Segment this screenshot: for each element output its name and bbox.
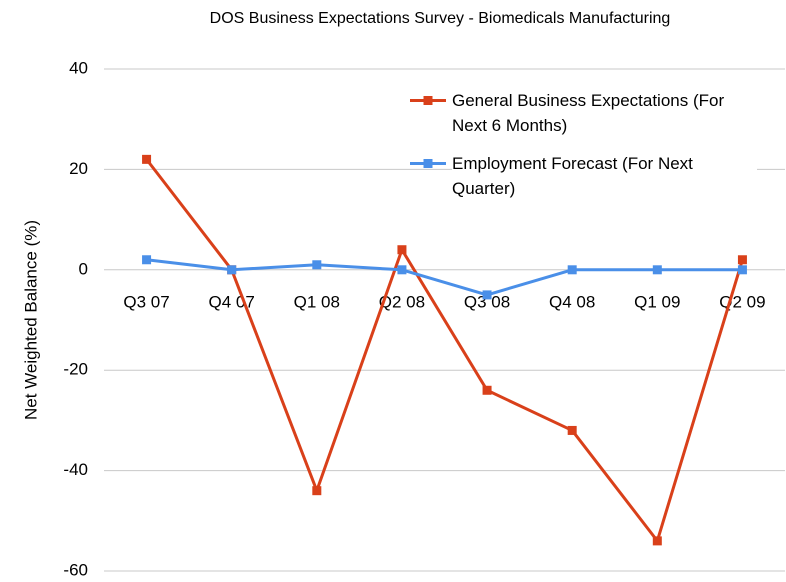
point-marker (312, 260, 322, 270)
x-tick-label: Q3 07 (123, 292, 169, 311)
y-tick-label: 20 (69, 159, 88, 178)
y-tick-label: -40 (63, 460, 88, 479)
point-marker (737, 265, 747, 275)
x-tick-label: Q2 08 (379, 292, 425, 311)
x-tick-label: Q3 08 (464, 292, 510, 311)
y-axis-label: Net Weighted Balance (%) (21, 220, 40, 420)
y-tick-label: -20 (63, 360, 88, 379)
series-line (145, 158, 744, 543)
point-marker (482, 385, 492, 395)
point-marker (652, 536, 662, 546)
point-marker (482, 290, 492, 300)
x-tick-label: Q4 08 (549, 292, 595, 311)
legend-marker (423, 159, 433, 168)
point-marker (142, 255, 152, 265)
point-marker (312, 486, 322, 496)
point-marker (397, 265, 407, 275)
legend-label: Employment Forecast (For Next Quarter) (452, 151, 757, 201)
point-marker (397, 245, 407, 255)
point-marker (142, 154, 152, 164)
x-tick-label: Q1 09 (634, 292, 680, 311)
point-marker (737, 255, 747, 265)
x-tick-label: Q1 08 (294, 292, 340, 311)
point-marker (567, 425, 577, 435)
point-marker (567, 265, 577, 275)
legend-marker (423, 96, 433, 105)
y-tick-label: -60 (63, 560, 88, 579)
point-marker (652, 265, 662, 275)
legend-label: General Business Expectations (For Next … (452, 88, 757, 138)
chart-title: DOS Business Expectations Survey - Biome… (210, 10, 671, 27)
y-tick-label: 40 (69, 58, 88, 77)
y-tick-label: 0 (79, 259, 88, 278)
series-line (146, 258, 743, 297)
point-marker (227, 265, 237, 275)
